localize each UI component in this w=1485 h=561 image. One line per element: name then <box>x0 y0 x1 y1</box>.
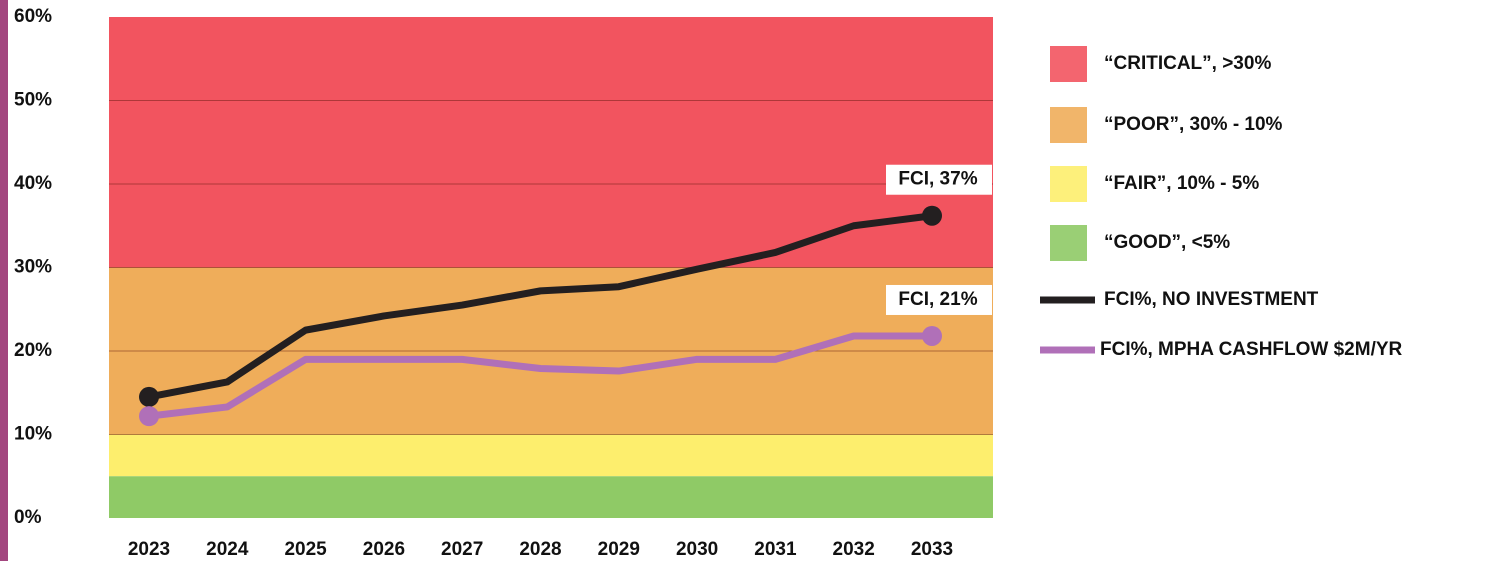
legend-label: “GOOD”, <5% <box>1104 232 1230 253</box>
x-tick-label: 2026 <box>363 539 405 560</box>
band <box>109 476 993 518</box>
x-tick-label: 2033 <box>911 539 953 560</box>
y-tick-label: 20% <box>14 340 52 361</box>
y-tick-label: 10% <box>14 424 52 445</box>
y-tick-label: 0% <box>14 507 42 528</box>
legend-label: “FAIR”, 10% - 5% <box>1104 173 1259 194</box>
annotation: FCI, 21% <box>898 289 977 310</box>
x-tick-label: 2032 <box>833 539 875 560</box>
annotation-bg <box>886 284 992 315</box>
legend-swatch <box>1050 107 1087 143</box>
y-tick-label: 60% <box>14 6 52 27</box>
legend-swatch <box>1050 225 1087 261</box>
y-tick-label: 30% <box>14 257 52 278</box>
legend-swatch <box>1050 166 1087 202</box>
side-strip <box>0 0 8 561</box>
legend-swatch <box>1050 46 1087 82</box>
legend-label: FCI%, MPHA CASHFLOW $2M/YR <box>1100 339 1403 360</box>
legend-label: “CRITICAL”, >30% <box>1104 53 1271 74</box>
annotation-bg <box>886 164 992 195</box>
x-tick-label: 2025 <box>284 539 327 560</box>
series-line <box>148 212 933 401</box>
x-tick-label: 2024 <box>206 539 249 560</box>
band <box>109 267 993 435</box>
x-tick-label: 2031 <box>754 539 797 560</box>
end-marker <box>139 406 159 427</box>
legend-label: “POOR”, 30% - 10% <box>1104 114 1283 135</box>
x-tick-label: 2029 <box>598 539 640 560</box>
x-tick-label: 2027 <box>441 539 483 560</box>
end-marker <box>922 325 942 346</box>
band <box>109 17 993 268</box>
y-tick-label: 40% <box>14 173 52 194</box>
x-tick-label: 2023 <box>128 539 170 560</box>
end-marker <box>139 386 159 407</box>
x-tick-label: 2030 <box>676 539 718 560</box>
y-tick-label: 50% <box>14 90 52 111</box>
legend-label: FCI%, NO INVESTMENT <box>1104 289 1319 310</box>
x-tick-label: 2028 <box>519 539 561 560</box>
annotation: FCI, 37% <box>898 169 977 190</box>
end-marker <box>922 205 942 226</box>
band <box>109 434 993 477</box>
series-line <box>148 332 932 420</box>
